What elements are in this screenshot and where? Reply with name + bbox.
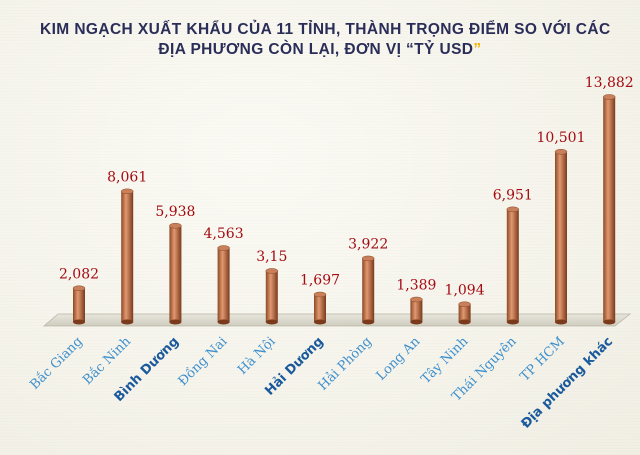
bar-base xyxy=(217,319,230,325)
bar xyxy=(313,291,327,325)
bar xyxy=(602,94,616,325)
bar-body xyxy=(217,248,230,322)
value-label: 3,15 xyxy=(256,249,287,265)
bar xyxy=(410,296,423,325)
bar-cap xyxy=(217,245,230,251)
value-label: 1,389 xyxy=(396,277,436,293)
value-label: 2,082 xyxy=(59,266,99,282)
bar-cap xyxy=(72,285,86,292)
bar-body xyxy=(121,191,134,322)
bar-cap xyxy=(554,149,568,155)
value-label-group: 2,082 8,061 5,938 4,563 3,15 1,697 3,922 1,389 1… xyxy=(59,75,634,298)
bar-body xyxy=(362,258,375,322)
chart-title-line-2-text: ĐỊA PHƯƠNG CÒN LẠI, ĐƠN VỊ “TỶ USD xyxy=(158,41,474,58)
bar-body xyxy=(458,304,471,322)
bar xyxy=(554,149,568,325)
chart-title-closing-quote: ” xyxy=(473,41,482,58)
bar-cap xyxy=(361,255,375,262)
value-label: 5,938 xyxy=(155,204,195,220)
bar-body xyxy=(603,97,616,322)
value-label: 1,094 xyxy=(445,282,485,298)
bar-body xyxy=(555,151,567,322)
bar-base xyxy=(458,319,471,325)
bar-base xyxy=(362,319,375,325)
bar-base xyxy=(169,319,182,325)
bar xyxy=(506,206,520,325)
bar-body xyxy=(410,299,423,322)
bar-cap xyxy=(313,291,327,298)
bar xyxy=(120,188,134,325)
category-label: TP HCM xyxy=(518,334,568,384)
bar-cap xyxy=(169,223,182,229)
bar-cap xyxy=(120,188,134,195)
bar-cap xyxy=(602,94,616,100)
bar-base xyxy=(410,319,423,325)
value-label: 6,951 xyxy=(493,187,533,203)
value-label: 10,501 xyxy=(537,130,586,146)
chart-title-line-1: KIM NGẠCH XUẤT KHẨU CỦA 11 TỈNH, THÀNH T… xyxy=(40,21,611,38)
category-label: Đồng Nai xyxy=(175,334,231,390)
category-label: Hà Nội xyxy=(235,334,279,378)
bar-group xyxy=(72,94,616,325)
bar xyxy=(72,285,86,325)
bar-body xyxy=(169,225,182,322)
chart-title: KIM NGẠCH XUẤT KHẨU CỦA 11 TỈNH, THÀNH T… xyxy=(40,20,611,60)
category-label: Địa phương khác xyxy=(519,334,616,431)
bar xyxy=(217,245,230,325)
value-label: 3,922 xyxy=(348,236,388,252)
bar-base xyxy=(121,319,134,325)
bar-base xyxy=(265,319,278,325)
bar-base xyxy=(555,319,567,325)
bar-cap xyxy=(458,301,471,308)
value-label: 1,697 xyxy=(300,272,340,288)
bar-base xyxy=(603,319,616,325)
bar-body xyxy=(506,209,519,322)
bar xyxy=(361,255,375,325)
bar-cap xyxy=(506,206,520,213)
bar-base xyxy=(314,319,326,325)
value-label: 8,061 xyxy=(107,169,147,185)
bar-body xyxy=(73,288,85,322)
bar xyxy=(458,301,471,325)
category-label: Bắc Giang xyxy=(27,334,86,393)
bar-cap xyxy=(265,268,279,274)
bar-cap xyxy=(410,296,423,303)
value-label: 13,882 xyxy=(585,75,634,91)
category-label: Long An xyxy=(374,334,424,384)
chart-title-line-2: ĐỊA PHƯƠNG CÒN LẠI, ĐƠN VỊ “TỶ USD” xyxy=(40,40,600,60)
bar xyxy=(169,223,182,325)
bar-body xyxy=(265,270,278,322)
bar-base xyxy=(73,319,85,325)
chart-floor xyxy=(42,313,632,327)
bar-base xyxy=(506,319,519,325)
bar-body xyxy=(314,294,326,322)
value-label: 4,563 xyxy=(204,226,244,242)
bar xyxy=(265,268,279,325)
